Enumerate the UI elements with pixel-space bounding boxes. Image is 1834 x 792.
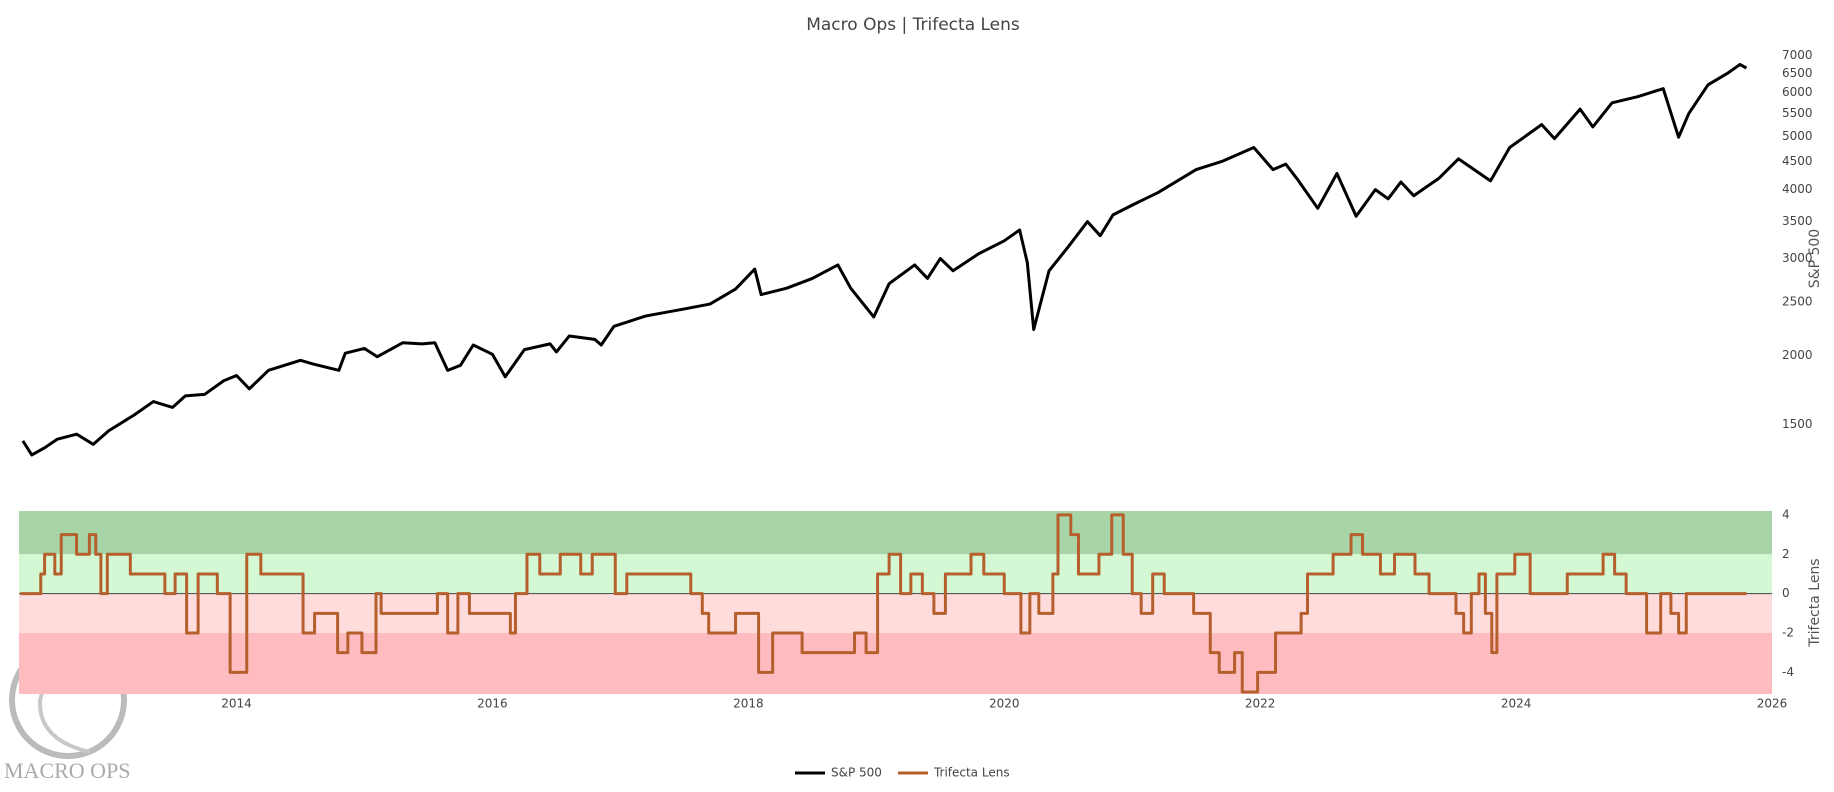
y-axis-title: Trifecta Lens	[1807, 558, 1823, 647]
band	[19, 593, 1772, 633]
y-tick-label: 6000	[1782, 85, 1813, 99]
logo-text: MACRO OPS	[4, 758, 131, 783]
band	[19, 511, 1772, 555]
x-tick-label: 2018	[733, 697, 764, 711]
y-tick-label: 2000	[1782, 348, 1813, 362]
y-tick-label: 1500	[1782, 417, 1813, 431]
y-tick-label: 6500	[1782, 66, 1813, 80]
x-tick-label: 2014	[221, 697, 252, 711]
x-tick-label: 2022	[1245, 697, 1276, 711]
y-tick-label: 5000	[1782, 129, 1813, 143]
legend-label: S&P 500	[831, 766, 882, 780]
chart-title: Macro Ops | Trifecta Lens	[806, 15, 1020, 35]
x-tick-label: 2024	[1501, 697, 1532, 711]
y-tick-label: 2	[1782, 547, 1790, 561]
band	[19, 633, 1772, 694]
y-tick-label: 3000	[1782, 251, 1813, 265]
x-tick-label: 2026	[1757, 697, 1788, 711]
series-line	[20, 513, 1747, 694]
y-tick-label: 7000	[1782, 48, 1813, 62]
y-tick-label: 4500	[1782, 154, 1813, 168]
y-tick-label: 4000	[1782, 182, 1813, 196]
y-tick-label: 4	[1782, 507, 1790, 521]
y-tick-label: 0	[1782, 586, 1790, 600]
legend: S&P 500 Trifecta Lens	[795, 766, 1010, 780]
y-tick-label: 3500	[1782, 214, 1813, 228]
y-tick-label: 2500	[1782, 295, 1813, 309]
y-axis-title: S&P 500	[1807, 229, 1823, 288]
y-tick-label: 5500	[1782, 106, 1813, 120]
x-tick-label: 2016	[477, 697, 508, 711]
legend-label: Trifecta Lens	[933, 766, 1010, 780]
y-tick-label: -4	[1782, 665, 1794, 679]
x-tick-label: 2020	[989, 697, 1020, 711]
series-line	[21, 62, 1748, 457]
y-tick-label: -2	[1782, 626, 1794, 640]
